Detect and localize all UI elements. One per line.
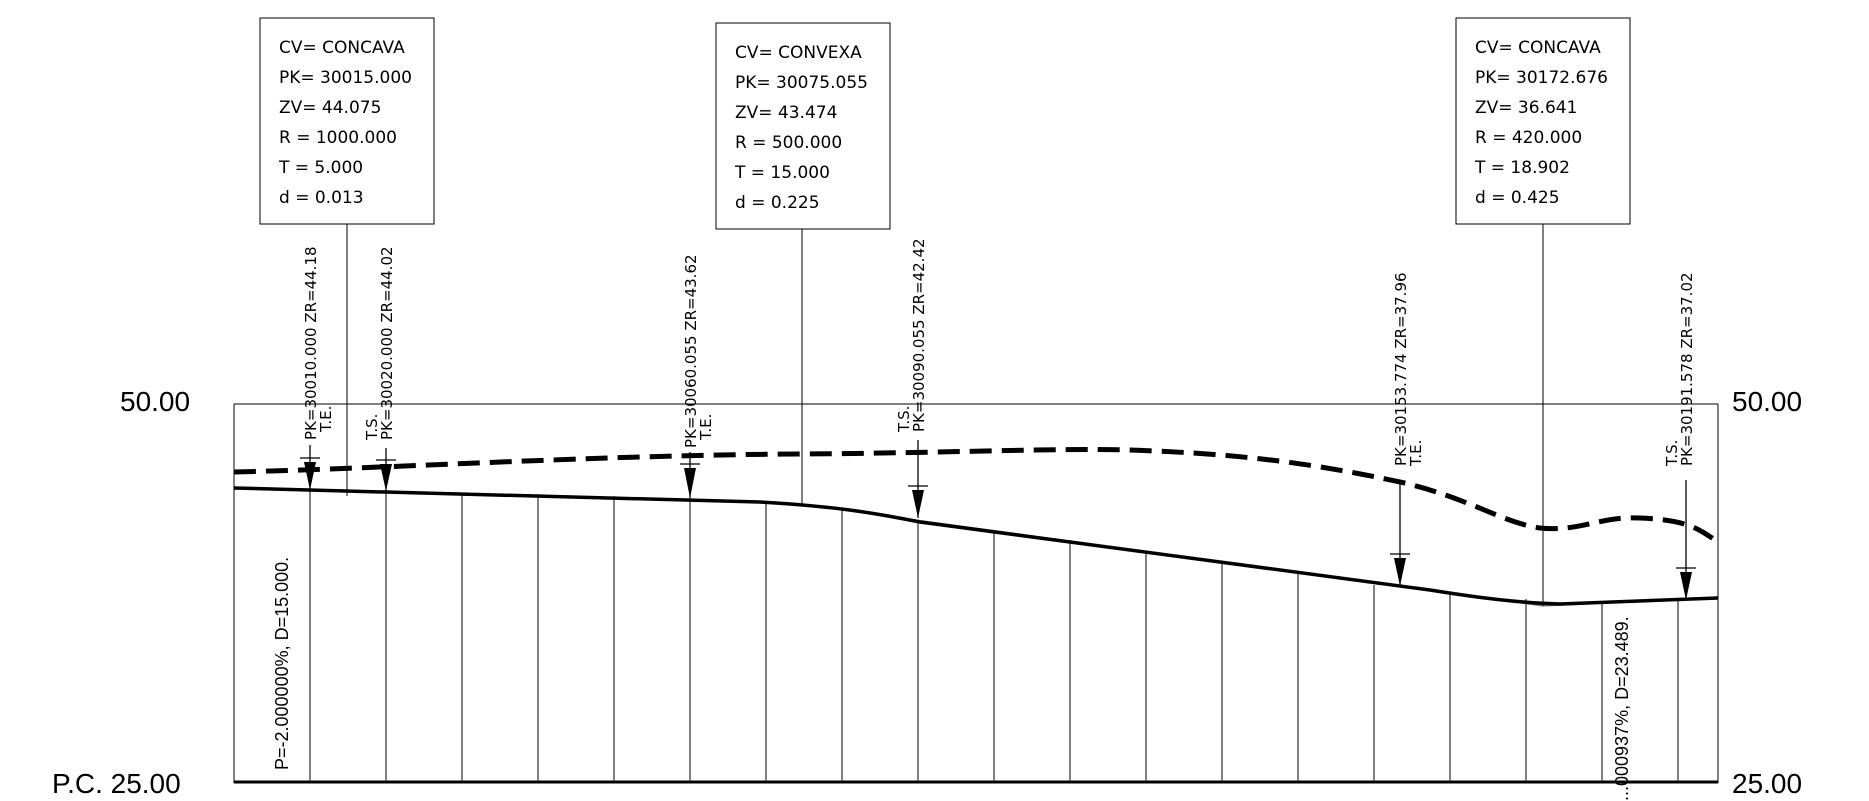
slope-label-1: P=-2.000000%, D=15.000. xyxy=(272,557,292,770)
curve-2-type: CV= CONVEXA xyxy=(735,43,862,63)
tangent-point-2: PK=30020.000 ZR=44.02 T.S. xyxy=(363,246,396,491)
curve-1-tangent: T = 5.000 xyxy=(278,158,363,178)
curve-1-pk: PK= 30015.000 xyxy=(279,68,412,88)
tangent-point-2-arrow xyxy=(380,464,392,491)
tangent-point-5-pk-label: PK=30153.774 ZR=37.96 xyxy=(1392,272,1410,466)
curve-3-d: d = 0.425 xyxy=(1475,188,1560,208)
tangent-point-5-arrow xyxy=(1394,558,1406,586)
curve-2-radius: R = 500.000 xyxy=(735,133,842,153)
elevation-label-50-right: 50.00 xyxy=(1732,386,1802,417)
tangent-point-4-pk-label: PK=30090.055 ZR=42.42 xyxy=(910,238,928,432)
tangent-point-2-tag: T.S. xyxy=(363,414,381,441)
vertical-curve-1: CV= CONCAVA PK= 30015.000 ZV= 44.075 R =… xyxy=(259,17,435,496)
vertical-curve-3: CV= CONCAVA PK= 30172.676 ZV= 36.641 R =… xyxy=(1455,17,1631,606)
curve-3-tangent: T = 18.902 xyxy=(1474,158,1570,178)
curve-3-pk: PK= 30172.676 xyxy=(1475,68,1608,88)
curve-2-zv: ZV= 43.474 xyxy=(735,103,837,123)
tangent-point-6-tag: T.S. xyxy=(1663,440,1681,467)
tangent-point-1: PK=30010.000 ZR=44.18 T.E. xyxy=(300,246,335,490)
tangent-point-4-tag: T.S. xyxy=(895,406,913,433)
curve-1-type: CV= CONCAVA xyxy=(279,38,405,58)
tangent-point-5-tag: T.E. xyxy=(1407,440,1425,467)
curve-2-box xyxy=(715,22,891,230)
elevation-label-25-right: 25.00 xyxy=(1732,768,1802,799)
tangent-point-3-pk-label: PK=30060.055 ZR=43.62 xyxy=(682,254,700,448)
curve-1-box xyxy=(259,17,435,225)
tangent-point-6-pk-label: PK=30191.578 ZR=37.02 xyxy=(1678,272,1696,466)
tangent-point-1-pk-label: PK=30010.000 ZR=44.18 xyxy=(302,246,320,440)
tangent-point-6-arrow xyxy=(1680,572,1692,600)
curve-2-d: d = 0.225 xyxy=(735,193,820,213)
tangent-point-3-tag: T.E. xyxy=(697,414,715,441)
vertical-curve-2: CV= CONVEXA PK= 30075.055 ZV= 43.474 R =… xyxy=(715,22,891,504)
tangent-point-4-arrow xyxy=(912,490,924,518)
tangent-point-1-tag: T.E. xyxy=(317,406,335,433)
curve-1-zv: ZV= 44.075 xyxy=(279,98,381,118)
curve-2-tangent: T = 15.000 xyxy=(734,163,830,183)
curve-3-box xyxy=(1455,17,1631,225)
curve-1-d: d = 0.013 xyxy=(279,188,364,208)
tangent-point-6: PK=30191.578 ZR=37.02 T.S. xyxy=(1663,272,1696,600)
curve-3-radius: R = 420.000 xyxy=(1475,128,1582,148)
tangent-polygon xyxy=(233,487,1719,607)
curve-2-pk: PK= 30075.055 xyxy=(735,73,868,93)
station-lines xyxy=(309,490,1679,782)
tangent-point-2-pk-label: PK=30020.000 ZR=44.02 xyxy=(378,246,396,440)
terrain-line xyxy=(233,447,1720,545)
slope-label-2: ...000937%, D=23.489. xyxy=(1612,616,1632,801)
tangent-point-3-arrow xyxy=(684,468,696,498)
elevation-label-50-left: 50.00 xyxy=(120,386,190,417)
reference-plane-label: P.C. 25.00 xyxy=(52,768,181,799)
tangent-point-4: PK=30090.055 ZR=42.42 T.S. xyxy=(895,238,928,518)
tangent-point-1-arrow xyxy=(304,462,316,490)
curve-3-zv: ZV= 36.641 xyxy=(1475,98,1577,118)
curve-1-radius: R = 1000.000 xyxy=(279,128,397,148)
tangent-point-5: PK=30153.774 ZR=37.96 T.E. xyxy=(1390,272,1425,586)
tangent-point-3: PK=30060.055 ZR=43.62 T.E. xyxy=(680,254,715,498)
grade-line xyxy=(233,486,1719,606)
curve-3-type: CV= CONCAVA xyxy=(1475,38,1601,58)
